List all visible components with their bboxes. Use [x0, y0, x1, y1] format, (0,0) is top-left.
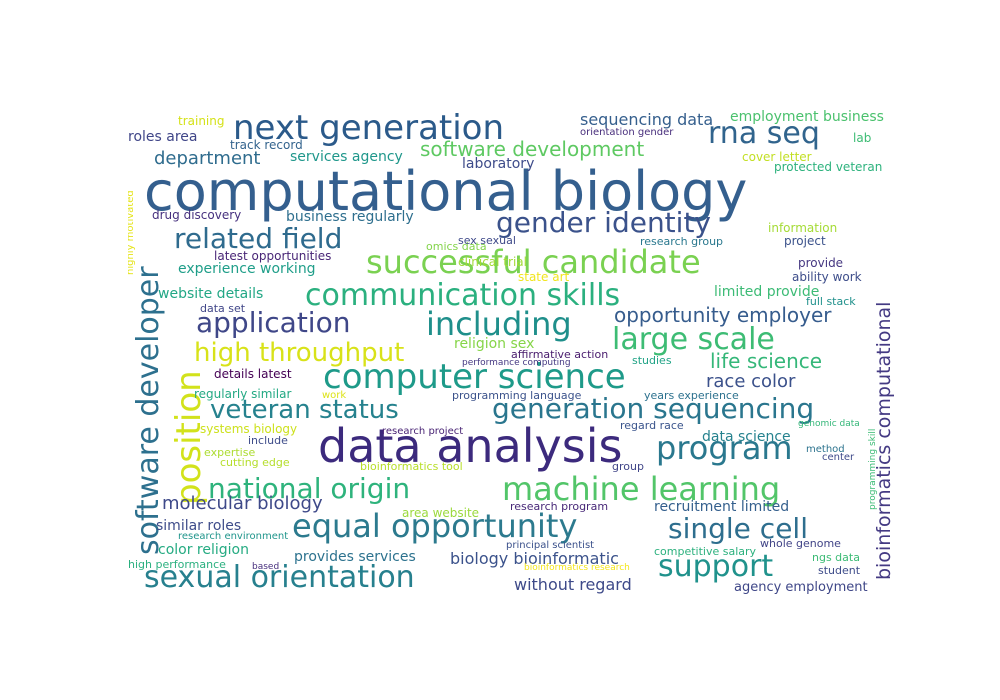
- word-project: project: [784, 234, 826, 248]
- word-protected-veteran: protected veteran: [774, 160, 883, 174]
- word-sex-sexual: sex sexual: [458, 234, 516, 247]
- word-expertise: expertise: [204, 446, 256, 459]
- word-ngs-data: ngs data: [812, 551, 860, 564]
- word-including: including: [426, 305, 572, 343]
- word-group: group: [612, 460, 644, 473]
- word-genomic-data: genomic data: [798, 419, 860, 429]
- word-provides-services: provides services: [294, 549, 416, 565]
- word-services-agency: services agency: [290, 149, 403, 165]
- word-without-regard: without regard: [514, 575, 632, 594]
- word-orientation-gender: orientation gender: [580, 127, 674, 138]
- word-life-science: life science: [710, 349, 823, 373]
- word-high-throughput: high throughput: [194, 338, 405, 368]
- word-color-religion: color religion: [158, 542, 249, 558]
- word-programming-skill: programming skill: [868, 428, 878, 510]
- word-business-regularly: business regularly: [286, 209, 414, 225]
- word-provide: provide: [798, 256, 844, 270]
- word-software-development: software development: [420, 137, 645, 161]
- word-computational-biology: computational biology: [144, 160, 748, 223]
- word-clinical-trial: clinical trial: [458, 255, 527, 269]
- word-research-project: research project: [382, 426, 464, 437]
- word-opportunity-employer: opportunity employer: [614, 303, 832, 327]
- word-principal-scientist: principal scientist: [506, 540, 595, 551]
- word-data-set: data set: [200, 302, 246, 315]
- word-center: center: [822, 452, 855, 463]
- word-area-website: area website: [402, 506, 480, 520]
- word-cutting-edge: cutting edge: [220, 456, 290, 469]
- word-based: based: [252, 562, 280, 572]
- word-method: method: [806, 444, 845, 455]
- word-regard-race: regard race: [620, 419, 684, 432]
- word-omics-data: omics data: [426, 240, 487, 253]
- word-next-generation: next generation: [233, 108, 505, 148]
- word-track-record: track record: [230, 138, 303, 152]
- word-student: student: [818, 564, 861, 577]
- word-data-analysis: data analysis: [318, 419, 623, 473]
- word-full-stack: full stack: [806, 295, 856, 308]
- word-communication-skills: communication skills: [305, 278, 621, 313]
- word-whole-genome: whole genome: [760, 537, 841, 550]
- word-rna-seq: rna seq: [708, 116, 820, 151]
- word-training: training: [178, 114, 225, 128]
- word-ability-work: ability work: [792, 270, 862, 284]
- word-generation-sequencing: generation sequencing: [492, 392, 815, 425]
- word-drug-discovery: drug discovery: [152, 208, 242, 222]
- word-years-experience: years experience: [644, 389, 739, 402]
- word-include: include: [248, 434, 288, 447]
- word-state-art: state art: [518, 270, 570, 284]
- word-latest-opportunities: latest opportunities: [214, 249, 332, 263]
- word-performance-computing: performance computing: [462, 358, 571, 368]
- word-high-performance: high performance: [128, 558, 226, 571]
- word-religion-sex: religion sex: [454, 336, 535, 352]
- word-regularly-similar: regularly similar: [194, 387, 292, 401]
- word-equal-opportunity: equal opportunity: [292, 507, 578, 545]
- word-website-details: website details: [158, 286, 264, 302]
- word-limited-provide: limited provide: [714, 284, 820, 300]
- word-details-latest: details latest: [214, 367, 292, 381]
- word-bioinformatics-research: bioinformatics research: [524, 563, 630, 573]
- word-systems-biology: systems biology: [200, 422, 298, 436]
- word-experience-working: experience working: [178, 261, 316, 277]
- word-program: program: [656, 429, 793, 467]
- word-biology-bioinformatic: biology bioinformatic: [450, 549, 619, 568]
- word-studies: studies: [632, 354, 672, 367]
- word-roles-area: roles area: [128, 129, 198, 145]
- word-employment-business: employment business: [730, 109, 884, 125]
- word-research-environment: research environment: [178, 531, 289, 542]
- word-data-science: data science: [702, 429, 791, 445]
- word-department: department: [154, 148, 261, 169]
- word-gender-identity: gender identity: [496, 206, 711, 239]
- word-cloud: computational biology data analysis next g…: [128, 105, 898, 605]
- word-large-scale: large scale: [612, 322, 775, 357]
- word-veteran-status: veteran status: [210, 395, 399, 425]
- word-national-origin: national origin: [208, 472, 411, 505]
- word-lab: lab: [853, 131, 872, 145]
- word-software-developer: software developer: [131, 266, 166, 555]
- word-work: work: [322, 390, 347, 401]
- word-highly-motivated: highly motivated: [128, 190, 136, 275]
- word-computer-science: computer science: [323, 357, 626, 397]
- word-molecular-biology: molecular biology: [162, 493, 323, 514]
- word-application: application: [196, 306, 351, 339]
- word-research-group: research group: [640, 235, 724, 248]
- word-single-cell: single cell: [668, 512, 808, 545]
- word-affirmative-action: affirmative action: [511, 348, 609, 361]
- word-programming-language: programming language: [452, 389, 582, 402]
- word-cover-letter: cover letter: [742, 150, 812, 164]
- word-bioinformatics-tool: bioinformatics tool: [360, 460, 463, 473]
- word-support: support: [658, 549, 774, 584]
- word-research-program: research program: [510, 500, 609, 513]
- word-machine-learning: machine learning: [502, 470, 781, 508]
- word-sexual-orientation: sexual orientation: [144, 560, 415, 595]
- word-information: information: [768, 221, 838, 235]
- word-related-field: related field: [174, 222, 343, 255]
- word-agency-employment: agency employment: [734, 580, 868, 595]
- word-similar-roles: similar roles: [156, 518, 242, 534]
- word-competitive-salary: competitive salary: [654, 545, 757, 558]
- word-race-color: race color: [706, 371, 796, 392]
- word-laboratory: laboratory: [462, 156, 535, 172]
- word-successful-candidate: successful candidate: [366, 243, 701, 281]
- word-sequencing-data: sequencing data: [580, 110, 714, 129]
- word-recruitment-limited: recruitment limited: [654, 499, 790, 515]
